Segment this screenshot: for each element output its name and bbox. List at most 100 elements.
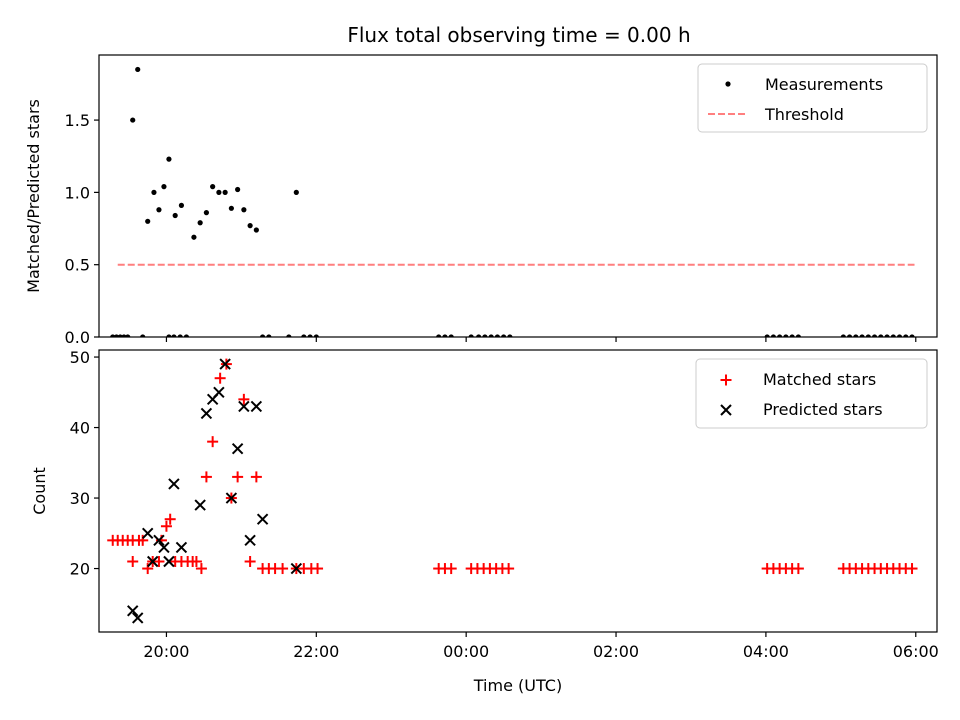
measurement-point [178, 202, 185, 208]
measurement-point [183, 334, 190, 337]
matched-point [190, 556, 202, 567]
measurement-point [442, 334, 448, 337]
y-tick-label: 30 [70, 489, 90, 508]
top-marks [110, 66, 915, 337]
matched-point [153, 556, 165, 567]
predicted-point [256, 513, 269, 525]
top-y-axis: 0.0 0.5 1.0 1.5 [65, 111, 99, 347]
measurement-point [909, 334, 915, 337]
bottom-legend: Matched stars Predicted stars [695, 358, 928, 429]
bottom-plot-frame [98, 349, 938, 633]
measurement-point [494, 334, 500, 337]
measurement-point [145, 218, 151, 224]
legend-matched-label: Matched stars [763, 370, 876, 389]
legend-predicted-marker [720, 404, 732, 416]
measurement-point [241, 207, 247, 213]
measurement-point [140, 334, 146, 337]
measurement-point [203, 210, 210, 216]
measurement-point [161, 184, 167, 190]
legend-measurement-marker [725, 81, 731, 87]
measurement-point [859, 334, 865, 337]
bottom-legend-box [695, 358, 928, 429]
measurement-point [448, 334, 454, 337]
measurement-point [865, 334, 871, 337]
measurement-point [482, 334, 488, 337]
measurement-point [789, 334, 795, 337]
measurement-point [130, 117, 136, 123]
bottom-xlabel: Time (UTC) [473, 676, 562, 695]
measurement-point [177, 334, 183, 337]
measurement-point [313, 334, 319, 337]
measurement-point [903, 334, 909, 337]
x-tick-label: 00:00 [443, 642, 489, 661]
measurement-point [884, 334, 890, 337]
measurement-point [171, 334, 177, 337]
matched-point [137, 534, 149, 546]
x-tick-label: 02:00 [593, 642, 639, 661]
x-tick-label: 04:00 [743, 642, 789, 661]
bottom-x-axis: 20:00 22:00 00:00 02:00 04:00 06:00 [143, 632, 939, 661]
predicted-point [225, 492, 238, 504]
matched-point [200, 471, 212, 483]
bottom-panel: Count Time (UTC) 20 30 40 50 20:00 22:00 00:0… [30, 348, 939, 695]
predicted-point [219, 358, 231, 370]
matched-point [906, 563, 918, 575]
measurement-point [468, 334, 474, 337]
measurement-point [878, 334, 884, 337]
measurement-point [507, 334, 513, 337]
measurement-point [210, 184, 216, 190]
measurement-point [795, 334, 801, 337]
measurement-point [488, 334, 494, 337]
measurement-point [135, 66, 141, 73]
predicted-point [132, 612, 144, 624]
matched-point [312, 563, 324, 575]
measurement-point [253, 227, 259, 233]
chart-title: Flux total observing time = 0.00 h [347, 23, 690, 47]
measurement-point [770, 334, 776, 337]
measurement-point [151, 189, 157, 195]
measurement-point [871, 334, 878, 337]
x-tick-label: 22:00 [293, 642, 339, 661]
top-ylabel: Matched/Predicted stars [24, 99, 43, 293]
measurement-point [172, 212, 178, 219]
measurement-point [501, 334, 507, 337]
matched-point [214, 372, 226, 384]
bottom-ylabel: Count [30, 467, 49, 515]
matched-point [142, 563, 154, 575]
measurement-point [777, 334, 783, 337]
y-tick-label: 20 [70, 560, 90, 579]
measurement-point [307, 334, 313, 337]
measurement-point [301, 334, 307, 337]
measurement-point [840, 334, 846, 337]
matched-point [503, 563, 515, 575]
x-tick-label: 06:00 [893, 642, 939, 661]
predicted-point [238, 400, 250, 413]
predicted-point [175, 541, 188, 554]
predicted-point [127, 605, 139, 617]
top-legend-box [697, 63, 928, 133]
matched-point [160, 520, 172, 532]
legend-predicted-label: Predicted stars [763, 400, 883, 419]
top-plot-frame [98, 54, 938, 338]
legend-measurements-label: Measurements [765, 75, 883, 94]
predicted-point [146, 555, 159, 568]
measurement-point [436, 334, 442, 337]
predicted-point [213, 386, 225, 399]
predicted-point [250, 400, 263, 413]
measurement-point [286, 334, 292, 337]
measurement-point [156, 207, 162, 213]
y-tick-label: 50 [70, 348, 90, 367]
measurement-point [197, 220, 203, 226]
measurement-point [247, 223, 253, 229]
matched-point [232, 471, 244, 483]
measurement-point [216, 189, 222, 195]
predicted-point [200, 407, 213, 420]
bottom-marks [107, 358, 918, 624]
measurement-point [293, 189, 299, 195]
measurement-point [476, 334, 482, 337]
measurement-point [166, 156, 172, 162]
matched-point [195, 563, 207, 575]
matched-point [127, 556, 139, 567]
measurement-point [846, 334, 853, 337]
measurement-point [191, 234, 197, 240]
